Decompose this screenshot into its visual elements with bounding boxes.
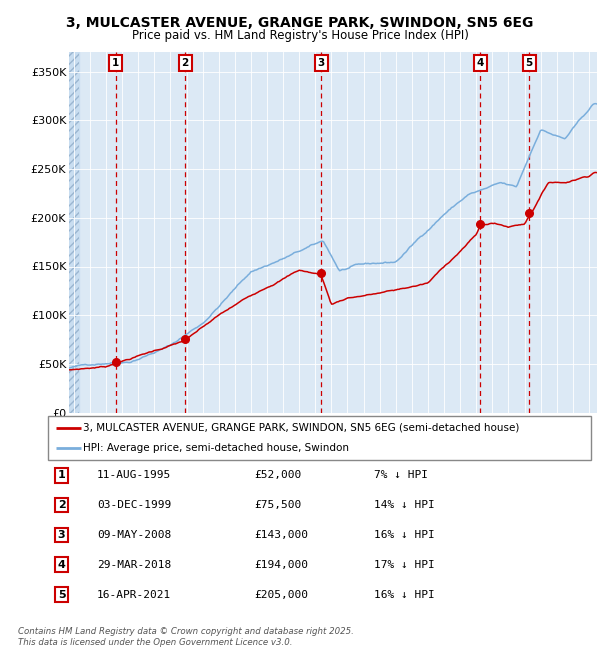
Text: 3: 3 [58,530,65,540]
Text: 1: 1 [58,470,65,480]
Text: 16-APR-2021: 16-APR-2021 [97,590,171,600]
Text: 16% ↓ HPI: 16% ↓ HPI [374,530,434,540]
Text: 09-MAY-2008: 09-MAY-2008 [97,530,171,540]
Text: 29-MAR-2018: 29-MAR-2018 [97,560,171,570]
Text: 3, MULCASTER AVENUE, GRANGE PARK, SWINDON, SN5 6EG (semi-detached house): 3, MULCASTER AVENUE, GRANGE PARK, SWINDO… [83,423,520,433]
Text: 4: 4 [476,58,484,68]
Text: 1: 1 [112,58,119,68]
Text: 3, MULCASTER AVENUE, GRANGE PARK, SWINDON, SN5 6EG: 3, MULCASTER AVENUE, GRANGE PARK, SWINDO… [67,16,533,31]
Text: 2: 2 [58,500,65,510]
Text: 14% ↓ HPI: 14% ↓ HPI [374,500,434,510]
Text: 16% ↓ HPI: 16% ↓ HPI [374,590,434,600]
Bar [69,52,79,413]
Text: 5: 5 [58,590,65,600]
Text: 5: 5 [526,58,533,68]
Text: 3: 3 [317,58,325,68]
Text: 7% ↓ HPI: 7% ↓ HPI [374,470,428,480]
Text: HPI: Average price, semi-detached house, Swindon: HPI: Average price, semi-detached house,… [83,443,349,453]
Text: £194,000: £194,000 [254,560,308,570]
Text: Contains HM Land Registry data © Crown copyright and database right 2025.
This d: Contains HM Land Registry data © Crown c… [18,627,354,647]
Text: £75,500: £75,500 [254,500,302,510]
Bar [69,52,79,413]
Text: 2: 2 [182,58,189,68]
Text: 4: 4 [58,560,65,570]
Text: £205,000: £205,000 [254,590,308,600]
Text: Price paid vs. HM Land Registry's House Price Index (HPI): Price paid vs. HM Land Registry's House … [131,29,469,42]
Text: £143,000: £143,000 [254,530,308,540]
FancyBboxPatch shape [48,416,591,460]
Text: 03-DEC-1999: 03-DEC-1999 [97,500,171,510]
Text: 11-AUG-1995: 11-AUG-1995 [97,470,171,480]
Text: 17% ↓ HPI: 17% ↓ HPI [374,560,434,570]
Text: £52,000: £52,000 [254,470,302,480]
